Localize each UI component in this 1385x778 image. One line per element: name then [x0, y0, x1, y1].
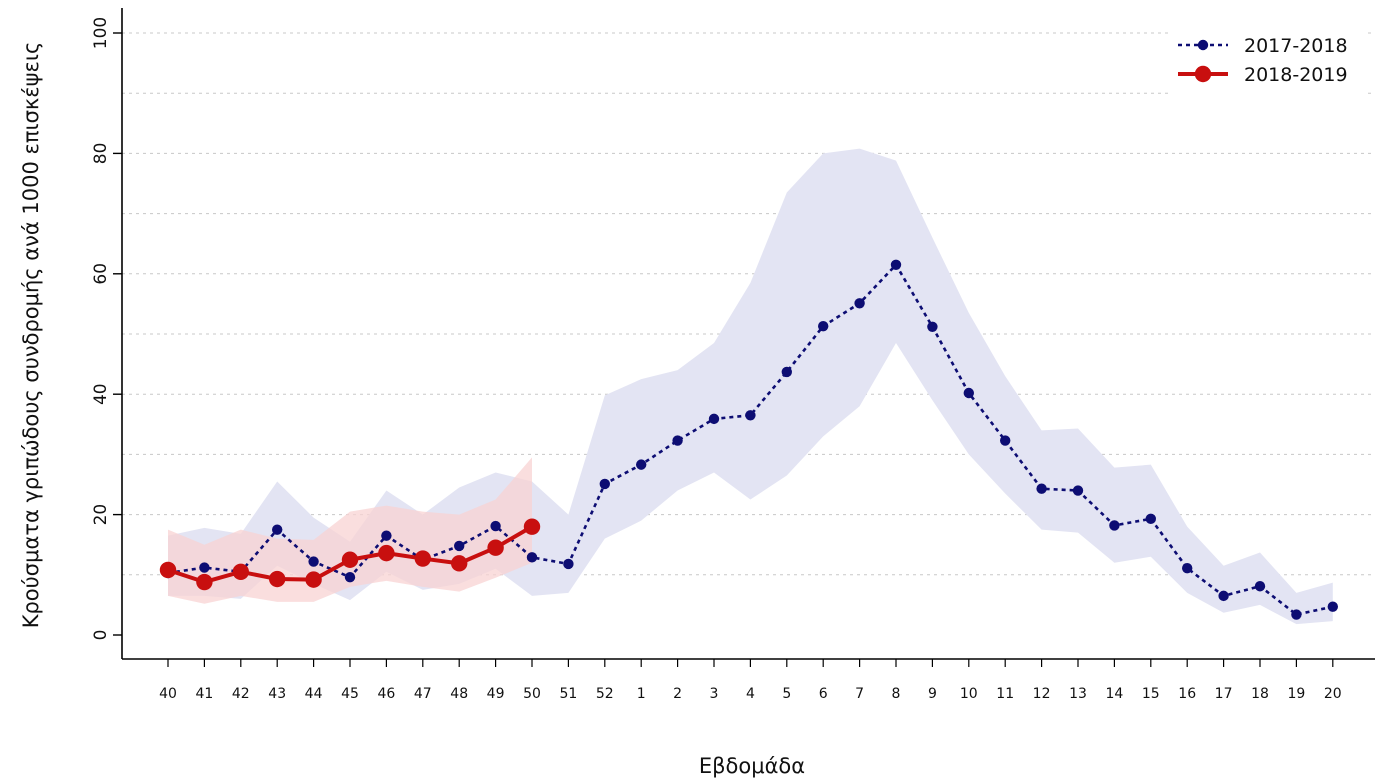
legend-item-2018-2019: 2018-2019	[1178, 64, 1348, 86]
band-2017-2018	[168, 148, 1333, 625]
x-tick-label-2: 2	[673, 686, 682, 702]
point-2017-2018-wk50	[526, 552, 538, 563]
point-2017-2018-wk5	[781, 366, 792, 378]
x-tick-label-8: 8	[892, 686, 901, 702]
point-2018-2019-wk42	[232, 563, 249, 580]
x-tick-label-41: 41	[195, 686, 213, 702]
line-2017-2018	[167, 263, 1334, 616]
x-tick-label-50: 50	[523, 686, 541, 702]
point-2017-2018-wk15	[1145, 513, 1157, 525]
x-tick-label-49: 49	[487, 686, 505, 702]
band-2018-2019	[168, 457, 532, 604]
point-2017-2018-wk20	[1327, 601, 1339, 612]
x-tick-label-46: 46	[377, 686, 395, 702]
point-2017-2018-wk7	[854, 298, 865, 309]
point-2017-2018-wk51	[563, 558, 574, 570]
y-tick-labels: 0 20 40 60 80 100	[91, 17, 122, 641]
point-2017-2018-wk17	[1218, 590, 1229, 602]
x-tick-label-7: 7	[855, 686, 864, 702]
confidence-bands	[168, 148, 1333, 625]
x-tick-label-11: 11	[996, 686, 1014, 702]
x-tick-label-42: 42	[232, 686, 250, 702]
x-tick-label-43: 43	[268, 686, 286, 702]
y-tick-label-100: 100	[91, 17, 111, 49]
x-tick-label-19: 19	[1287, 686, 1305, 702]
legend-label-2017-2018: 2017-2018	[1244, 35, 1348, 57]
x-tick-label-6: 6	[819, 686, 828, 702]
point-2017-2018-wk18	[1254, 581, 1266, 592]
point-2018-2019-wk47	[414, 550, 431, 567]
point-2017-2018-wk2	[672, 435, 683, 446]
point-2017-2018-wk45	[344, 572, 356, 583]
legend-item-2017-2018: 2017-2018	[1178, 35, 1348, 57]
y-tick-label-80: 80	[91, 143, 111, 165]
x-tick-label-47: 47	[414, 686, 432, 702]
x-tick-label-14: 14	[1105, 686, 1123, 702]
x-tick-label-48: 48	[450, 686, 468, 702]
y-tick-label-20: 20	[91, 504, 111, 526]
x-tick-label-20: 20	[1324, 686, 1342, 702]
point-2017-2018-wk49	[490, 520, 501, 532]
y-tick-label-60: 60	[91, 263, 111, 285]
x-tick-label-12: 12	[1033, 686, 1051, 702]
x-tick-label-3: 3	[710, 686, 719, 702]
legend-swatch-marker-2017-2018	[1197, 39, 1209, 51]
point-2018-2019-wk44	[305, 571, 322, 588]
point-2017-2018-wk16	[1182, 562, 1193, 574]
y-tick-label-0: 0	[91, 630, 111, 641]
x-tick-label-15: 15	[1142, 686, 1160, 702]
point-2018-2019-wk48	[451, 555, 468, 572]
point-2017-2018-wk11	[1000, 435, 1011, 446]
x-tick-label-52: 52	[596, 686, 614, 702]
point-2017-2018-wk14	[1109, 520, 1120, 531]
point-2017-2018-wk8	[890, 259, 902, 270]
point-2018-2019-wk41	[196, 573, 213, 591]
x-tick-label-44: 44	[305, 686, 323, 702]
x-tick-label-16: 16	[1178, 686, 1196, 702]
point-2017-2018-wk12	[1036, 483, 1047, 494]
series-markers	[159, 259, 1339, 620]
point-2018-2019-wk40	[159, 561, 177, 579]
x-tick-label-9: 9	[928, 686, 937, 702]
point-2017-2018-wk43	[272, 524, 283, 535]
point-2017-2018-wk10	[963, 387, 974, 399]
legend-label-2018-2019: 2018-2019	[1244, 64, 1348, 86]
point-2018-2019-wk45	[341, 551, 359, 568]
x-tick-label-40: 40	[159, 686, 177, 702]
point-2018-2019-wk43	[269, 570, 286, 588]
point-2017-2018-wk6	[818, 320, 829, 332]
axes	[121, 8, 1375, 660]
x-tick-label-18: 18	[1251, 686, 1269, 702]
x-tick-label-51: 51	[559, 686, 577, 702]
point-2017-2018-wk44	[308, 556, 319, 567]
x-tick-label-13: 13	[1069, 686, 1087, 702]
legend-swatch-marker-2018-2019	[1194, 65, 1212, 83]
point-2018-2019-wk50	[523, 518, 541, 535]
x-axis-title: Εβδομάδα	[699, 754, 805, 778]
point-2017-2018-wk3	[708, 413, 720, 425]
point-2017-2018-wk19	[1291, 609, 1302, 620]
x-tick-label-1: 1	[637, 686, 646, 702]
y-tick-label-40: 40	[91, 383, 111, 405]
x-tick-label-45: 45	[341, 686, 359, 702]
y-axis-title: Κρούσματα γριπώδους συνδρομής ανά 1000 ε…	[19, 42, 43, 629]
point-2017-2018-wk41	[199, 562, 210, 573]
x-tick-label-17: 17	[1215, 686, 1233, 702]
point-2017-2018-wk52	[599, 478, 610, 490]
point-2018-2019-wk46	[378, 544, 395, 562]
point-2018-2019-wk49	[487, 539, 504, 556]
legend: 2017-2018 2018-2019	[1168, 22, 1368, 96]
x-tick-label-5: 5	[782, 686, 791, 702]
point-2017-2018-wk1	[636, 459, 647, 470]
point-2017-2018-wk9	[927, 321, 938, 332]
point-2017-2018-wk13	[1072, 485, 1084, 496]
x-tick-label-10: 10	[960, 686, 978, 702]
point-2017-2018-wk46	[381, 530, 392, 541]
point-2017-2018-wk4	[745, 410, 756, 421]
legend-background	[1168, 22, 1368, 96]
point-2017-2018-wk48	[454, 540, 465, 552]
x-tick-label-4: 4	[746, 686, 755, 702]
x-tick-labels: 40 41 42 43 44 45 46 47 48 49 50 51 52 1 2 3 4 5 6 7 8 9 10 11 1…	[159, 659, 1342, 702]
